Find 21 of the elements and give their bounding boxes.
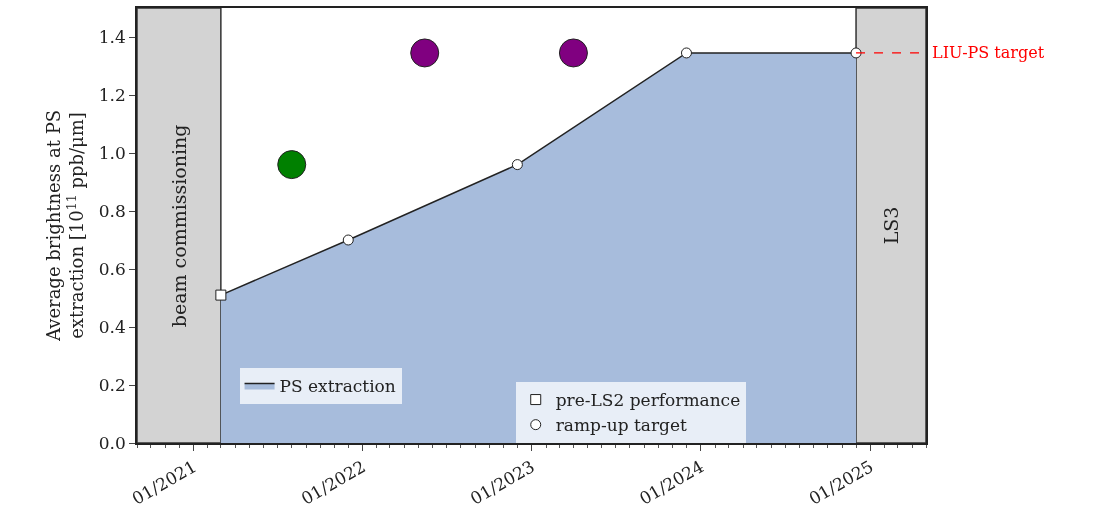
y-tick-label: 1.4: [98, 26, 126, 47]
band-label: LS3: [880, 206, 903, 245]
legend-label: PS extraction: [279, 376, 396, 397]
point: [277, 150, 307, 180]
point: [511, 159, 523, 171]
point: [342, 234, 354, 246]
point: [410, 38, 440, 68]
y-tick-label: 0.4: [98, 316, 126, 337]
point: [215, 289, 227, 301]
legend-label: pre-LS2 performance: [555, 390, 741, 411]
y-tick-label: 1.2: [98, 84, 126, 105]
legend-label: ramp-up target: [555, 415, 687, 436]
point: [680, 47, 692, 59]
y-tick-label: 0.2: [98, 374, 126, 395]
point: [558, 38, 588, 68]
y-tick-label: 0.6: [98, 258, 126, 279]
y-tick-label: 0.0: [98, 432, 126, 453]
y-tick-label: 0.8: [98, 200, 126, 221]
y-tick-label: 1.0: [98, 142, 126, 163]
band-label: beam commissioning: [168, 124, 191, 328]
ref-line-label: LIU-PS target: [932, 43, 1045, 62]
